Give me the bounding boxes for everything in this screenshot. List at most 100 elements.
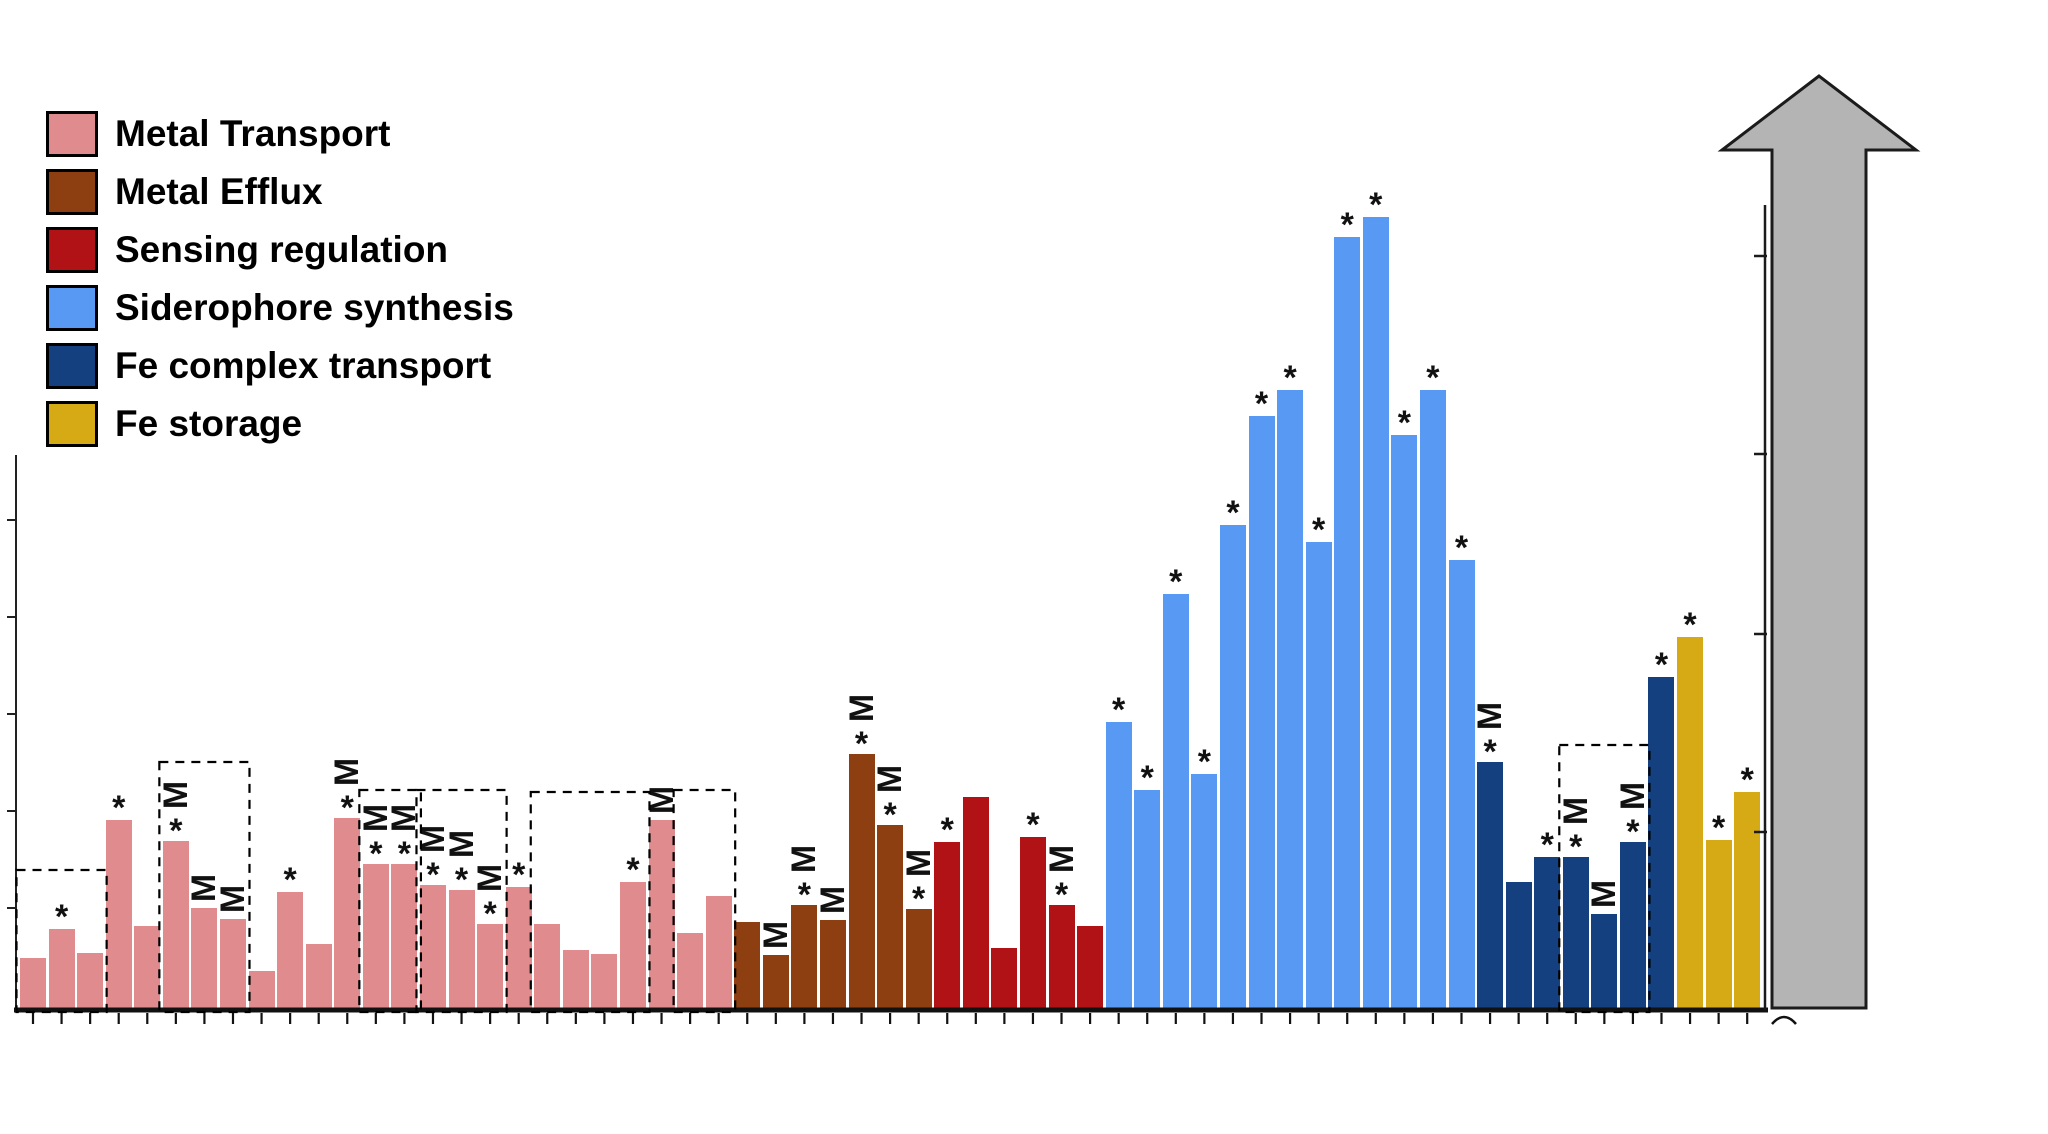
legend-swatch-siderophore_synthesis — [46, 284, 98, 331]
bar-metal_transport — [219, 919, 246, 1012]
bar-fe_complex_transport — [1562, 857, 1589, 1012]
bar-siderophore_synthesis — [1362, 217, 1389, 1012]
bar-siderophore_synthesis — [1391, 435, 1418, 1012]
membrane-mark: M — [785, 844, 824, 874]
bar-metal_transport — [334, 818, 361, 1012]
membrane-mark: M — [1471, 701, 1510, 731]
membrane-mark: M — [1613, 781, 1652, 811]
bar-sensing_regulation — [962, 797, 989, 1012]
bar-metal_transport — [534, 924, 561, 1012]
legend-swatch-sensing_regulation — [46, 226, 98, 273]
bar-sensing_regulation — [934, 842, 961, 1012]
bar-metal_transport — [277, 892, 304, 1012]
bar-metal_efflux — [734, 922, 761, 1012]
bar-metal_transport — [391, 864, 418, 1012]
bar-metal_transport — [134, 926, 161, 1012]
legend-swatch-metal_efflux — [46, 168, 98, 215]
bar-metal_efflux — [819, 920, 846, 1012]
legend-item-metal_transport: Metal Transport — [46, 110, 514, 157]
legend-item-metal_efflux: Metal Efflux — [46, 168, 514, 215]
membrane-mark: M — [213, 884, 252, 914]
bar-sensing_regulation — [1048, 905, 1075, 1012]
bar-siderophore_synthesis — [1305, 542, 1332, 1012]
membrane-mark: M — [156, 780, 195, 810]
bar-metal_transport — [477, 924, 504, 1012]
membrane-mark: M — [871, 764, 910, 794]
legend-swatch-fe_complex_transport — [46, 342, 98, 389]
bar-metal_efflux — [877, 825, 904, 1012]
bar-fe_complex_transport — [1534, 857, 1561, 1012]
bar-metal_transport — [305, 944, 332, 1012]
legend-swatch-metal_transport — [46, 110, 98, 157]
bar-metal_transport — [362, 864, 389, 1012]
bar-siderophore_synthesis — [1419, 390, 1446, 1012]
legend: Metal Transport Metal Efflux Sensing regul… — [46, 110, 514, 458]
membrane-mark: M — [642, 785, 681, 815]
membrane-mark: M — [328, 757, 367, 787]
bar-sensing_regulation — [1077, 926, 1104, 1012]
membrane-mark: M — [442, 829, 481, 859]
bar-metal_transport — [191, 908, 218, 1012]
legend-label: Metal Efflux — [115, 170, 323, 212]
bar-metal_transport — [648, 820, 675, 1012]
bar-metal_transport — [248, 971, 275, 1012]
legend-label: Siderophore synthesis — [115, 286, 514, 328]
membrane-mark: M — [1556, 796, 1595, 826]
bar-metal_transport — [105, 820, 132, 1012]
bar-metal_transport — [448, 890, 475, 1012]
bar-fe_complex_transport — [1648, 677, 1675, 1012]
bar-metal_transport — [505, 887, 532, 1012]
bar-metal_transport — [677, 933, 704, 1012]
bar-sensing_regulation — [991, 948, 1018, 1012]
bar-sensing_regulation — [1019, 837, 1046, 1012]
membrane-mark: M — [1042, 844, 1081, 874]
bar-metal_efflux — [791, 905, 818, 1012]
legend-label: Fe complex transport — [115, 344, 492, 386]
bar-siderophore_synthesis — [1248, 416, 1275, 1012]
membrane-mark: M — [185, 873, 224, 903]
legend-item-sensing_regulation: Sensing regulation — [46, 226, 514, 273]
bar-siderophore_synthesis — [1219, 525, 1246, 1012]
bar-siderophore_synthesis — [1191, 774, 1218, 1012]
membrane-mark: M — [1585, 879, 1624, 909]
bar-metal_transport — [77, 953, 104, 1012]
legend-label: Sensing regulation — [115, 228, 449, 270]
bar-fe_storage — [1705, 840, 1732, 1012]
membrane-mark: M — [756, 920, 795, 950]
membrane-mark: M — [899, 848, 938, 878]
bar-siderophore_synthesis — [1105, 722, 1132, 1012]
legend-item-siderophore_synthesis: Siderophore synthesis — [46, 284, 514, 331]
legend-swatch-fe_storage — [46, 400, 98, 447]
bar-metal_transport — [705, 896, 732, 1012]
bar-fe_complex_transport — [1591, 914, 1618, 1012]
membrane-mark: M — [471, 863, 510, 893]
bar-siderophore_synthesis — [1277, 390, 1304, 1012]
membrane-mark: M — [813, 885, 852, 915]
bar-siderophore_synthesis — [1448, 560, 1475, 1012]
bar-siderophore_synthesis — [1334, 237, 1361, 1012]
bar-siderophore_synthesis — [1134, 790, 1161, 1012]
bar-metal_transport — [619, 882, 646, 1012]
membrane-mark: M — [842, 693, 881, 723]
bar-metal_efflux — [848, 754, 875, 1012]
membrane-mark: M — [385, 803, 424, 833]
bar-metal_transport — [591, 954, 618, 1012]
legend-label: Metal Transport — [115, 112, 391, 154]
bar-fe_complex_transport — [1477, 762, 1504, 1012]
membrane-mark: M — [356, 803, 395, 833]
bar-metal_efflux — [905, 909, 932, 1012]
membrane-mark: M — [413, 824, 452, 854]
bar-fe_storage — [1734, 792, 1761, 1012]
legend-label: Fe storage — [115, 402, 303, 444]
bar-metal_transport — [162, 841, 189, 1012]
bar-fe_complex_transport — [1505, 882, 1532, 1012]
bar-siderophore_synthesis — [1162, 594, 1189, 1012]
bar-metal_transport — [419, 885, 446, 1012]
legend-item-fe_storage: Fe storage — [46, 400, 514, 447]
bar-metal_transport — [562, 950, 589, 1012]
legend-item-fe_complex_transport: Fe complex transport — [46, 342, 514, 389]
bar-fe_complex_transport — [1619, 842, 1646, 1012]
bar-fe_storage — [1677, 637, 1704, 1012]
bar-metal_efflux — [762, 955, 789, 1012]
